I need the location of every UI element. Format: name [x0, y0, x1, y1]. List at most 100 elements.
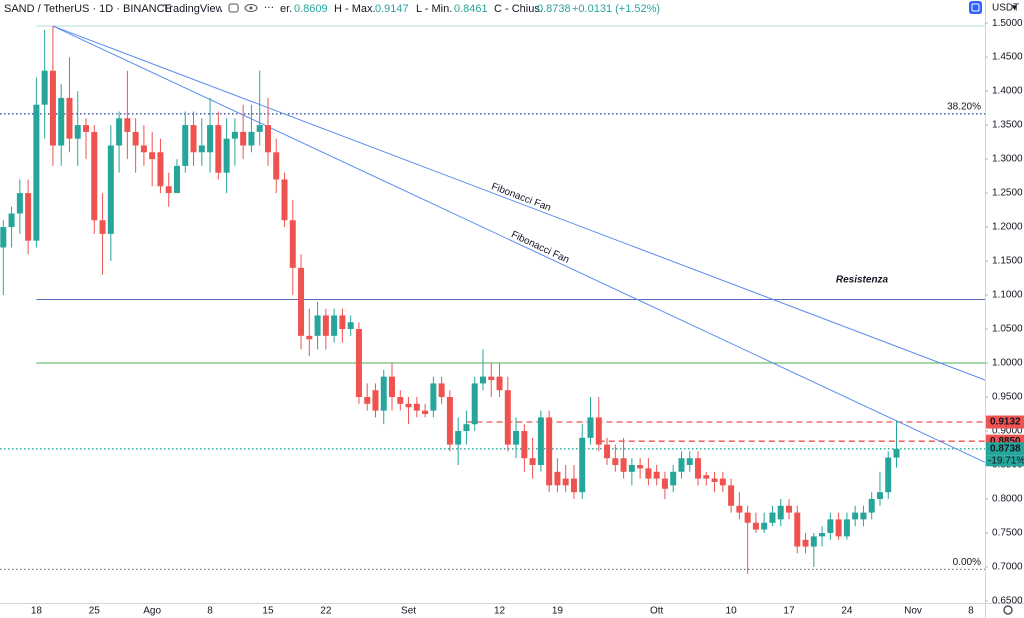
candle-body — [562, 478, 569, 486]
candle-body — [173, 165, 180, 194]
candle-body — [355, 329, 362, 398]
candle-body — [446, 397, 453, 445]
candle-body — [380, 376, 387, 411]
annotation: Resistenza — [836, 275, 889, 286]
candle-body — [306, 335, 313, 340]
price-tag — [986, 442, 1024, 456]
candle-body — [852, 512, 859, 520]
y-tick-label: 1.0500 — [992, 324, 1023, 335]
more-icon[interactable]: ⋯ — [264, 3, 274, 14]
x-tick-label: Nov — [904, 606, 922, 617]
candle-body — [794, 512, 801, 547]
candle-body — [471, 383, 478, 425]
candle-body — [33, 104, 40, 241]
candle-body — [546, 417, 553, 486]
y-tick-label: 1.3500 — [992, 120, 1023, 131]
x-tick-label: Set — [401, 606, 416, 617]
currency-caret[interactable]: ▾ — [1012, 3, 1017, 14]
price-tag-sub — [986, 455, 1024, 467]
eye-pupil — [249, 6, 253, 10]
candle-body — [703, 475, 710, 479]
candle-body — [49, 70, 56, 146]
candle-body — [521, 431, 528, 459]
y-tick-label: 1.2000 — [992, 222, 1023, 233]
candle-body — [670, 471, 677, 486]
candle-body — [860, 512, 867, 520]
candle-body — [182, 125, 189, 166]
low-label: L - Min. — [416, 3, 452, 15]
candle-body — [240, 131, 247, 146]
candle-body — [604, 444, 611, 459]
eye-icon[interactable] — [244, 4, 258, 12]
candle-body — [339, 315, 346, 330]
candle-body — [637, 464, 644, 469]
candle-body — [529, 458, 536, 465]
gear-icon[interactable] — [1003, 605, 1013, 615]
candle-body — [537, 417, 544, 465]
candle-body — [827, 519, 834, 533]
candle-body — [314, 315, 321, 336]
candle-body — [744, 512, 751, 523]
candle-body — [264, 125, 271, 153]
y-tick-label: 1.2500 — [992, 188, 1023, 199]
candle-body — [215, 125, 222, 173]
x-tick-label: 10 — [726, 606, 738, 617]
candle-body — [248, 131, 255, 146]
candle-body — [41, 70, 48, 105]
candle-body — [695, 458, 702, 479]
candle-body — [438, 383, 445, 398]
candle-body — [322, 315, 329, 336]
candle-body — [132, 131, 139, 146]
candle-body — [74, 125, 81, 139]
close-label: C - Chius. — [494, 3, 543, 15]
candle-body — [256, 125, 263, 132]
settings-button[interactable] — [969, 1, 982, 14]
candle-body — [372, 390, 379, 411]
candle-body — [289, 220, 296, 268]
candle-body — [223, 138, 230, 173]
candle-body — [273, 152, 280, 180]
candle-body — [281, 179, 288, 221]
candle-body — [885, 457, 892, 493]
candle-body — [190, 125, 197, 153]
price-tag-sublabel: -19.71% — [988, 455, 1024, 466]
price-tag-label: 0.8850 — [990, 436, 1021, 447]
header-bg — [0, 0, 596, 17]
candle-body — [99, 220, 106, 234]
price-tag-label: 0.9132 — [990, 417, 1021, 428]
open-label: er. — [280, 3, 292, 15]
x-tick-label: 8 — [968, 606, 974, 617]
candle-body — [761, 522, 768, 530]
currency[interactable]: USDT — [992, 3, 1019, 14]
candle-body — [653, 471, 660, 479]
close-value: 0.8738 — [537, 3, 571, 15]
candle-body — [124, 118, 131, 132]
candle-body — [107, 145, 114, 234]
candle-body — [397, 397, 404, 404]
y-tick-label: 0.7000 — [992, 562, 1023, 573]
candle-body — [686, 458, 693, 465]
candle-body — [554, 471, 561, 486]
candle-body — [479, 376, 486, 384]
candle-body — [612, 458, 619, 465]
x-tick-label: 8 — [207, 606, 213, 617]
candle-body — [785, 505, 792, 513]
lock-icon[interactable] — [228, 3, 239, 13]
candle-body — [58, 97, 65, 146]
x-tick-label: 24 — [841, 606, 853, 617]
candle-body — [868, 498, 875, 513]
change: +0.0131 (+1.52%) — [572, 3, 660, 15]
x-tick-label: 22 — [320, 606, 332, 617]
x-tick-label: Ott — [650, 606, 664, 617]
x-tick-label: 25 — [89, 606, 101, 617]
x-tick-label: 18 — [31, 606, 43, 617]
candle-body — [149, 152, 156, 160]
low-value: 0.8461 — [454, 3, 488, 15]
candle-body — [728, 485, 735, 506]
candle-body — [819, 532, 826, 537]
x-tick-label: 15 — [262, 606, 274, 617]
high-value: 0.9147 — [375, 3, 409, 15]
candle-body — [628, 464, 635, 472]
